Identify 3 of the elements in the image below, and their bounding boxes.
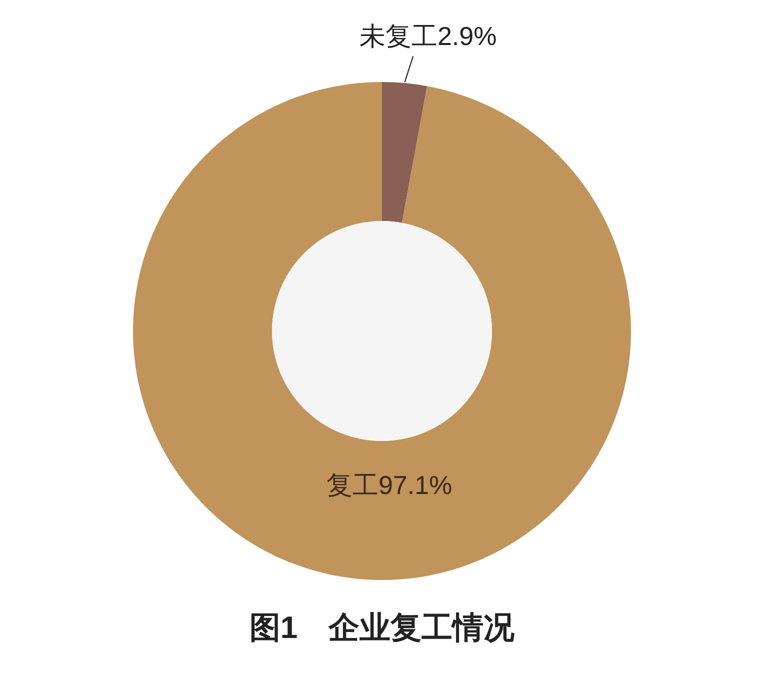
slice-label: 复工97.1% [326, 470, 452, 500]
slice-label: 未复工2.9% [359, 21, 497, 52]
text: 图1 企业复工情况 [249, 610, 516, 645]
